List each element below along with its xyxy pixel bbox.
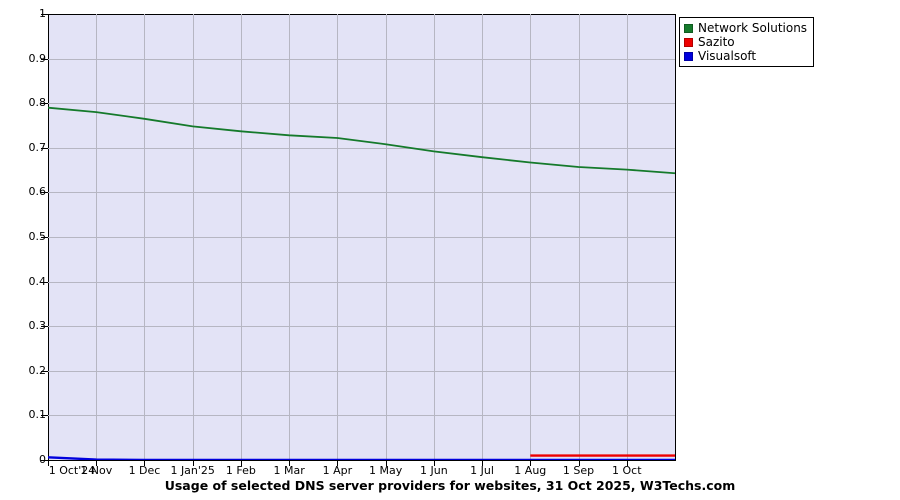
legend-item-sazito[interactable]: Sazito bbox=[684, 35, 807, 49]
x-axis-label: 1 Mar bbox=[273, 464, 305, 477]
gridline-vertical bbox=[385, 14, 387, 460]
x-axis-tick bbox=[240, 461, 242, 466]
gridline-vertical bbox=[337, 14, 339, 460]
y-axis-label: 0 bbox=[39, 453, 46, 466]
gridline-horizontal bbox=[48, 58, 675, 60]
x-axis-tick bbox=[192, 461, 194, 466]
y-axis-label: 0.3 bbox=[28, 319, 47, 333]
x-axis-tick bbox=[337, 461, 339, 466]
y-axis-tick bbox=[41, 14, 48, 15]
x-axis-tick bbox=[433, 461, 435, 466]
y-axis-tick bbox=[41, 326, 48, 328]
plot-border-right bbox=[675, 14, 676, 461]
gridline-horizontal bbox=[48, 103, 675, 105]
x-axis-tick bbox=[530, 461, 532, 466]
x-axis-label: 1 Dec bbox=[128, 464, 161, 477]
x-axis-tick bbox=[385, 461, 387, 466]
chart-caption: Usage of selected DNS server providers f… bbox=[164, 478, 736, 493]
legend-item-visualsoft[interactable]: Visualsoft bbox=[684, 49, 807, 63]
gridline-vertical bbox=[626, 14, 628, 460]
x-axis-tick bbox=[48, 461, 49, 466]
x-axis-label: 1 Oct'24 bbox=[48, 464, 96, 477]
y-axis-tick bbox=[41, 415, 48, 417]
legend-item-network-solutions[interactable]: Network Solutions bbox=[684, 21, 807, 35]
y-axis-tick bbox=[41, 460, 48, 461]
y-axis-label: 0.1 bbox=[28, 408, 47, 422]
y-axis-tick bbox=[41, 192, 48, 194]
y-axis-label: 0.4 bbox=[28, 274, 47, 288]
series-line-network-solutions bbox=[48, 106, 675, 175]
gridline-horizontal bbox=[48, 415, 675, 417]
legend-swatch-icon bbox=[684, 37, 693, 47]
y-axis-label: 1 bbox=[39, 7, 46, 20]
series-line-visualsoft bbox=[48, 456, 675, 460]
y-axis-tick bbox=[41, 281, 48, 283]
x-axis-label: 1 Nov bbox=[80, 464, 113, 477]
gridline-vertical bbox=[144, 14, 146, 460]
gridline-horizontal bbox=[48, 281, 675, 283]
legend-label: Network Solutions bbox=[698, 20, 808, 35]
x-axis-label: 1 Jul bbox=[470, 464, 494, 477]
chart-legend: Network Solutions Sazito Visualsoft bbox=[679, 17, 815, 67]
y-axis-tick bbox=[41, 237, 48, 238]
y-axis-label: 0.5 bbox=[28, 230, 47, 243]
x-axis-tick bbox=[96, 461, 98, 466]
gridline-vertical bbox=[482, 14, 484, 460]
y-axis-tick bbox=[41, 58, 48, 60]
y-axis-label: 0.6 bbox=[28, 185, 47, 199]
y-axis-label: 0.7 bbox=[28, 140, 47, 154]
gridline-vertical bbox=[433, 14, 435, 460]
plot-border-top bbox=[48, 14, 676, 15]
gridline-horizontal bbox=[48, 192, 675, 194]
x-axis-label: 1 Jan'25 bbox=[170, 464, 215, 477]
legend-label: Sazito bbox=[698, 34, 735, 49]
gridline-vertical bbox=[240, 14, 242, 460]
y-axis-tick bbox=[41, 147, 48, 149]
series-lines bbox=[48, 106, 675, 460]
gridline-horizontal bbox=[48, 370, 675, 372]
gridline-vertical bbox=[289, 14, 291, 460]
legend-swatch-icon bbox=[684, 51, 693, 61]
x-axis-tick bbox=[578, 461, 580, 466]
gridline-vertical bbox=[96, 14, 98, 460]
y-axis-tick bbox=[41, 370, 48, 372]
gridline-vertical bbox=[192, 14, 194, 460]
x-axis-label: 1 May bbox=[368, 464, 403, 477]
y-axis-label: 0.8 bbox=[28, 96, 47, 110]
legend-swatch-icon bbox=[684, 23, 693, 33]
x-axis-label: 1 Apr bbox=[322, 464, 353, 477]
x-axis-tick bbox=[482, 461, 484, 466]
gridline-horizontal bbox=[48, 326, 675, 328]
x-axis-tick bbox=[626, 461, 628, 466]
legend-label: Visualsoft bbox=[698, 48, 757, 63]
gridline-vertical bbox=[578, 14, 580, 460]
x-axis-label: 1 Sep bbox=[562, 464, 595, 477]
x-axis-label: 1 Feb bbox=[225, 464, 256, 477]
gridline-horizontal bbox=[48, 237, 675, 238]
x-axis-label: 1 Aug bbox=[514, 464, 547, 477]
x-axis-tick bbox=[144, 461, 146, 466]
gridline-horizontal bbox=[48, 147, 675, 149]
x-axis-label: 1 Jun bbox=[420, 464, 448, 477]
gridline-vertical bbox=[530, 14, 532, 460]
y-axis-tick bbox=[41, 103, 48, 105]
y-axis-label: 0.9 bbox=[28, 51, 47, 65]
x-axis-tick bbox=[289, 461, 291, 466]
y-axis-label: 0.2 bbox=[28, 363, 47, 377]
x-axis-label: 1 Oct bbox=[612, 464, 642, 477]
